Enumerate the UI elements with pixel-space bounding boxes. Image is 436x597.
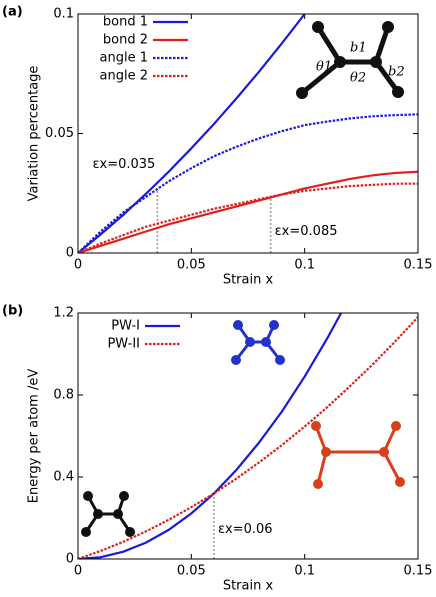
series-line: [78, 182, 418, 253]
inset-label: b2: [388, 65, 405, 80]
x-tick-label: 0.05: [177, 564, 206, 579]
y-tick-label: 0.05: [45, 126, 74, 141]
annotation-text: εx=0.085: [275, 224, 338, 239]
series-line: [78, 313, 343, 559]
legend-label: angle 1: [100, 51, 148, 66]
legend-label: bond 1: [103, 15, 148, 30]
x-tick-label: 0: [74, 564, 82, 579]
inset-label: b1: [350, 41, 367, 56]
x-tick-label: 0.05: [177, 258, 206, 273]
y-tick-label: 0: [66, 552, 74, 567]
annotation-text: εx=0.035: [92, 157, 155, 172]
x-axis-label: Strain x: [223, 273, 274, 288]
inset-molecule: [81, 491, 135, 537]
series-line: [78, 170, 418, 253]
plot-frame: [77, 312, 419, 560]
panel-label: (b): [2, 304, 23, 319]
legend-label: bond 2: [103, 33, 148, 48]
x-tick-label: 0.15: [404, 258, 433, 273]
y-tick-label: 1.2: [53, 306, 74, 321]
y-axis-label: Variation percentage: [27, 66, 42, 202]
x-tick-label: 0: [74, 258, 82, 273]
inset-label: θ2: [350, 71, 366, 86]
panel-label: (a): [2, 5, 23, 20]
y-tick-label: 0.1: [53, 7, 74, 22]
inset-molecule: [296, 21, 404, 99]
x-tick-label: 0.15: [404, 564, 433, 579]
y-tick-label: 0: [66, 246, 74, 261]
series-line: [78, 316, 418, 559]
y-axis-label: Energy per atom /eV: [27, 369, 42, 504]
legend-label: PW-II: [107, 337, 140, 352]
x-axis-label: Strain x: [223, 579, 274, 594]
y-tick-label: 0.8: [53, 388, 74, 403]
x-tick-label: 0.1: [294, 564, 315, 579]
inset-molecule: [231, 320, 285, 365]
plot-frame: [77, 13, 419, 254]
legend-label: PW-I: [111, 319, 140, 334]
y-tick-label: 0.4: [53, 470, 74, 485]
x-tick-label: 0.1: [294, 258, 315, 273]
inset-label: θ1: [316, 60, 332, 75]
series-line: [78, 14, 307, 253]
annotation-text: εx=0.06: [218, 522, 273, 537]
inset-molecule: [311, 421, 405, 489]
legend-label: angle 2: [100, 69, 148, 84]
series-line: [78, 113, 418, 253]
